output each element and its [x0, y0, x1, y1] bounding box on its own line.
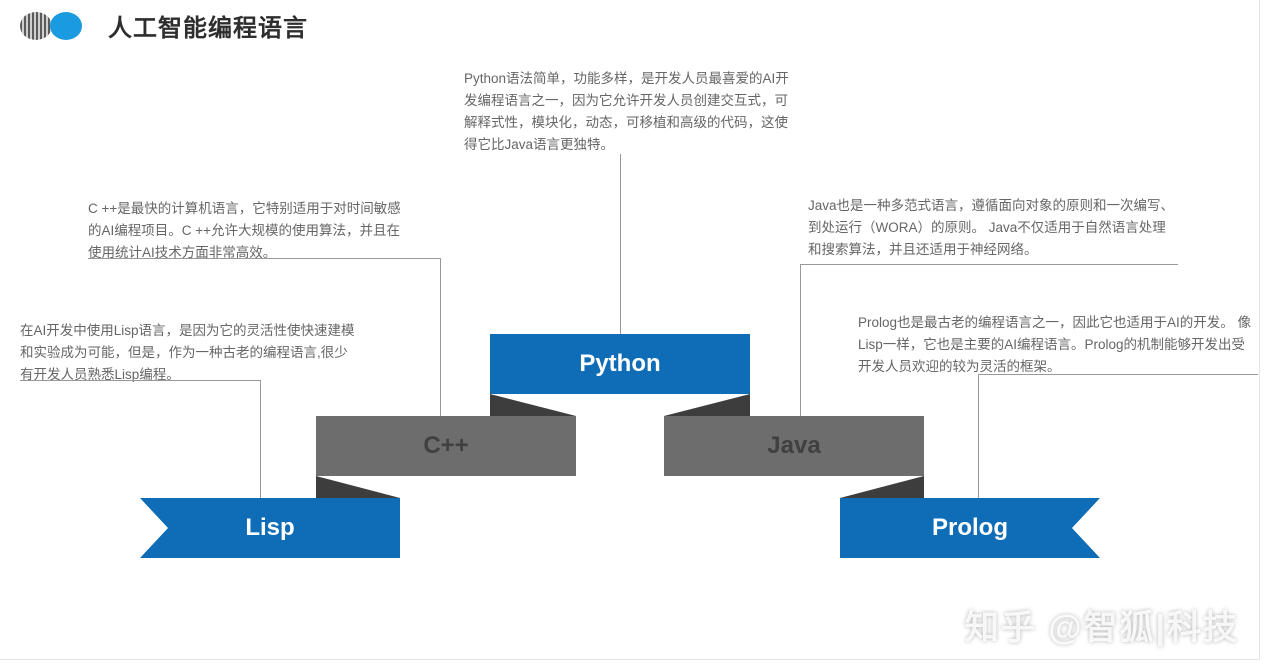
label-prolog: Prolog — [932, 514, 1008, 542]
label-cpp: C++ — [423, 432, 468, 460]
connector-python — [620, 154, 621, 334]
block-python: Python — [490, 334, 750, 394]
connector-java — [800, 264, 801, 416]
connector-h-java — [800, 264, 1178, 265]
connector-h-prolog — [978, 374, 1258, 375]
connector-h-lisp — [20, 380, 260, 381]
label-lisp: Lisp — [245, 514, 294, 542]
label-java: Java — [767, 432, 820, 460]
slide-page: 人工智能编程语言 Python语法简单，功能多样，是开发人员最喜爱的AI开发编程… — [0, 0, 1260, 660]
connector-lisp — [260, 380, 261, 498]
desc-lisp: 在AI开发中使用Lisp语言，是因为它的灵活性使快速建模和实验成为可能，但是，作… — [20, 320, 360, 386]
ribbon-notch-left-icon — [140, 498, 168, 558]
desc-prolog: Prolog也是最古老的编程语言之一，因此它也适用于AI的开发。 像Lisp一样… — [858, 312, 1258, 378]
watermark: 知乎 @智狐|科技 — [965, 600, 1239, 649]
logo-icon — [20, 12, 86, 40]
label-python: Python — [579, 350, 660, 378]
block-java: Java — [664, 416, 924, 476]
desc-cpp: C ++是最快的计算机语言，它特别适用于对时间敏感的AI编程项目。C ++允许大… — [88, 198, 408, 264]
desc-python: Python语法简单，功能多样，是开发人员最喜爱的AI开发编程语言之一，因为它允… — [464, 68, 794, 156]
block-lisp: Lisp — [140, 498, 400, 558]
desc-java: Java也是一种多范式语言，遵循面向对象的原则和一次编写、到处运行（WORA）的… — [808, 195, 1178, 261]
connector-cpp — [440, 258, 441, 416]
block-cpp: C++ — [316, 416, 576, 476]
connector-prolog — [978, 374, 979, 498]
page-title: 人工智能编程语言 — [108, 8, 308, 43]
block-prolog: Prolog — [840, 498, 1100, 558]
connector-h-cpp — [88, 258, 440, 259]
header: 人工智能编程语言 — [20, 8, 308, 43]
ribbon-notch-right-icon — [1072, 498, 1100, 558]
